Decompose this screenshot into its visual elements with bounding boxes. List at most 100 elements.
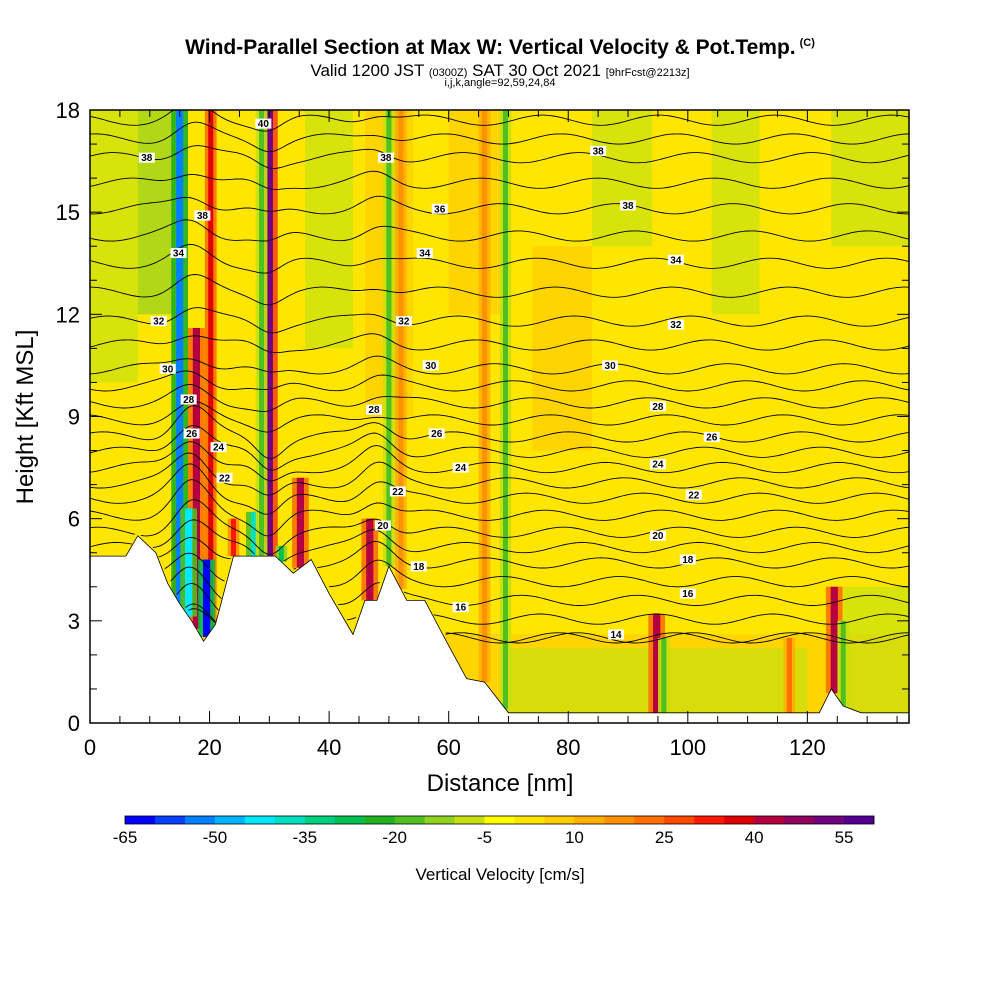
x-tick-label: 60 (436, 735, 460, 760)
colorbar-tick-label: 25 (655, 828, 674, 847)
x-tick-label: 20 (197, 735, 221, 760)
colorbar-swatch (514, 816, 545, 824)
contour-label-box (395, 316, 412, 327)
colorbar-tick-label: -35 (292, 828, 317, 847)
contour-label: 26 (186, 429, 198, 440)
contour-label-box (590, 145, 607, 156)
contour-label: 28 (368, 405, 380, 416)
contour-label-box (667, 319, 684, 330)
contour-label-box (180, 394, 197, 405)
background-patch (305, 110, 354, 349)
contour-label-box (365, 404, 382, 415)
updraft-core (398, 110, 404, 590)
colorbar-swatch (304, 816, 336, 824)
downdraft-core (386, 110, 392, 567)
contour-label: 34 (670, 255, 682, 266)
colorbar-label: Vertical Velocity [cm/s] (415, 865, 584, 884)
contour-label: 14 (611, 630, 623, 641)
contour-label-box (667, 254, 684, 265)
contour-label-box (649, 459, 666, 470)
colorbar-swatch (334, 816, 366, 824)
contour-label-box (649, 401, 666, 412)
y-tick-labels: 0 3 6 9 12 15 18 (56, 98, 80, 736)
colorbar-tick-label: 40 (745, 828, 764, 847)
chart-title: Wind-Parallel Section at Max W: Vertical… (185, 36, 815, 59)
colorbar-swatch (244, 816, 276, 824)
colorbar-swatch (784, 816, 815, 824)
updraft-core (296, 477, 305, 568)
axis-ticks (89, 109, 909, 724)
contour-label-box (679, 588, 696, 599)
contour-label-box (602, 360, 619, 371)
contour-label: 24 (213, 443, 225, 454)
colorbar-frame (124, 815, 875, 825)
contour-label-box (608, 629, 625, 640)
colorbar-tick-label: 55 (835, 828, 854, 847)
theta-contour (90, 110, 909, 132)
contour-label: 24 (455, 463, 467, 474)
theta-contour (90, 499, 909, 555)
contour-label-box (377, 152, 394, 163)
updraft-core (830, 586, 838, 694)
colorbar-tick-label: -20 (382, 828, 407, 847)
contour-label-box (374, 520, 391, 531)
downdraft-core (250, 511, 258, 557)
contour-label-box (685, 489, 702, 500)
background-patch (831, 110, 909, 247)
potential-temperature-contours (90, 110, 909, 644)
contour-label-box (194, 210, 211, 221)
colorbar-swatch (454, 816, 485, 824)
contour-label: 32 (153, 317, 165, 328)
contour-label-box (170, 248, 187, 259)
theta-contour (90, 170, 909, 190)
contour-label: 20 (377, 521, 389, 532)
contour-label: 40 (258, 119, 270, 130)
updraft-core (192, 327, 200, 630)
downdraft-core (278, 545, 284, 562)
downdraft-core (259, 110, 265, 557)
theta-contour (90, 479, 909, 537)
y-axis-label: Height [Kft MSL] (12, 330, 39, 505)
contour-label: 34 (173, 249, 185, 260)
background-patch (137, 110, 174, 315)
updraft-core (366, 518, 374, 601)
theta-contour (90, 401, 909, 433)
background-patch (532, 246, 593, 451)
contour-labels: 40 38 38 38 38 38 36 34 34 34 32 32 32 30 30 30 28 28 28 26… (138, 118, 720, 641)
colorbar-tick-label: -5 (477, 828, 492, 847)
theta-contour (164, 552, 909, 588)
x-tick-label: 40 (317, 735, 341, 760)
contour-label-box (620, 200, 637, 211)
theta-contour (90, 121, 909, 153)
theta-contour (90, 307, 909, 334)
theta-contour (90, 384, 909, 412)
y-tick-label: 9 (68, 405, 80, 430)
contour-label: 20 (652, 531, 664, 542)
colorbar-swatch (125, 816, 156, 824)
theta-contour (90, 274, 909, 306)
theta-contour (90, 333, 909, 354)
colorbar-swatch (634, 816, 665, 824)
updraft-core (482, 110, 488, 683)
updraft-core (208, 110, 214, 632)
contour-label: 30 (425, 361, 437, 372)
contour-label-box (410, 561, 427, 572)
contour-label: 28 (183, 395, 195, 406)
contour-label: 22 (688, 490, 700, 501)
theta-contour (90, 219, 909, 242)
chart-subtitle: Valid 1200 JST (0300Z) SAT 30 Oct 2021 [… (310, 61, 690, 80)
theta-contour (90, 244, 909, 274)
colorbar-tick-label: -50 (203, 828, 228, 847)
contour-label: 16 (682, 589, 694, 600)
colorbar-swatch (184, 816, 216, 824)
colorbar-swatch (844, 816, 875, 824)
contour-label: 24 (652, 460, 664, 471)
x-tick-label: 0 (84, 735, 96, 760)
downdraft-core (185, 508, 193, 617)
contour-label: 38 (197, 211, 209, 222)
contour-label: 30 (605, 361, 617, 372)
contour-label-box (138, 152, 155, 163)
x-axis-label: Distance [nm] (427, 770, 574, 797)
downdraft-core (202, 559, 211, 638)
contour-label-box (649, 530, 666, 541)
